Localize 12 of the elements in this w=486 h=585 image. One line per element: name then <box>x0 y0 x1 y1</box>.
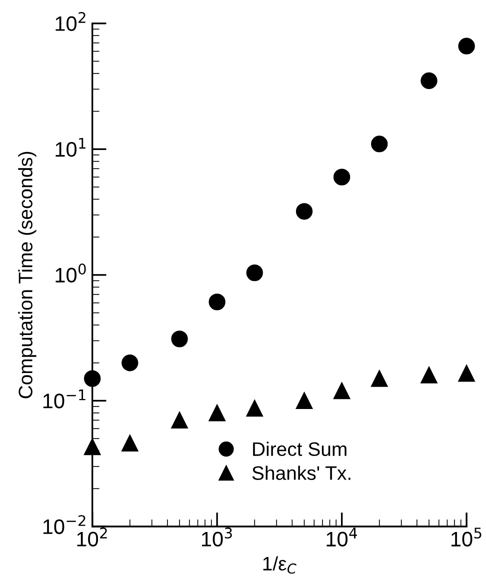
y-tick-label: 10$^{2}$ <box>56 12 86 31</box>
y-tick-label: 10$^{−1}$ <box>43 390 86 408</box>
x-axis-title: 1/ε$_{C}$ <box>263 556 296 574</box>
x-tick-label: 10$^{5}$ <box>451 528 482 547</box>
y-tick-label: 10$^{0}$ <box>56 264 86 283</box>
y-axis-title: Computation Time (seconds) <box>18 152 36 398</box>
x-tick-label: 10$^{4}$ <box>326 528 357 547</box>
y-tick-label: 10$^{1}$ <box>56 138 86 157</box>
legend-label: Shanks' Tx. <box>252 466 350 480</box>
x-tick-label: 10$^{3}$ <box>202 528 232 547</box>
legend-label: Direct Sum <box>253 442 346 456</box>
x-tick-label: 10$^{2}$ <box>77 528 107 547</box>
